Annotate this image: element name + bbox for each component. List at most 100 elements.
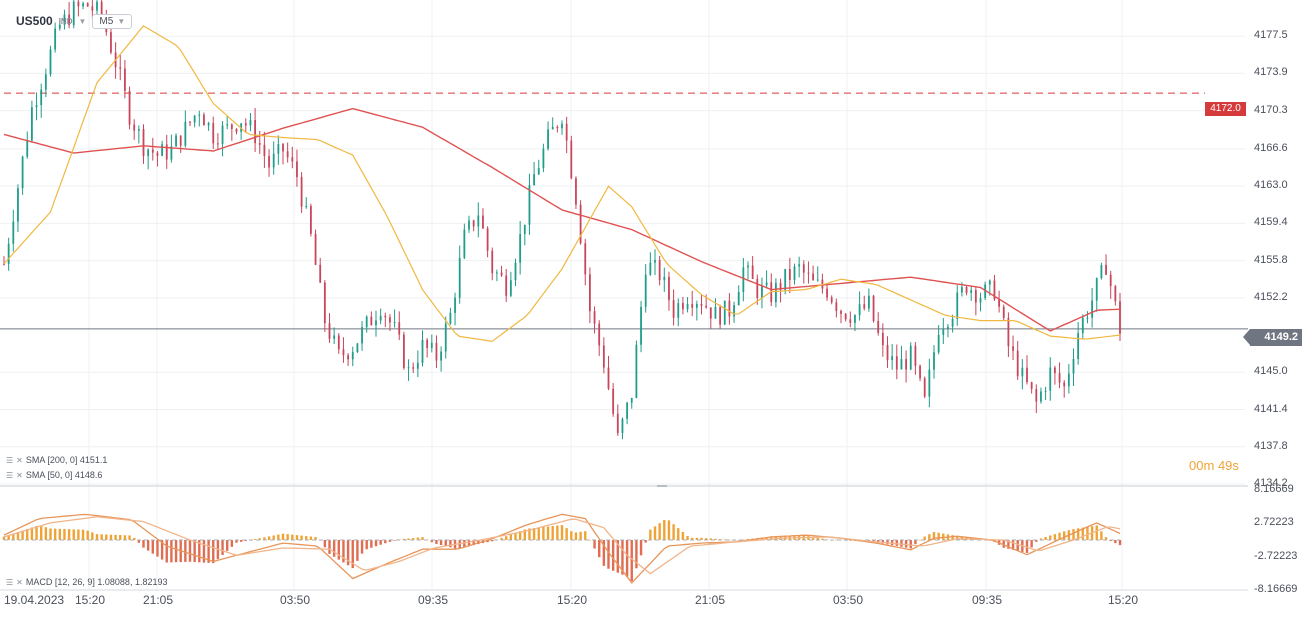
candle-body [119,67,122,69]
price-tick-label: 4173.9 [1254,66,1288,79]
macd-histogram-bar [537,527,540,540]
macd-histogram-bar [449,540,452,548]
current-price-tag: 4149.2 [1243,329,1302,346]
candle-body [328,323,331,339]
candle-body [784,268,787,291]
candle-body [482,215,484,229]
macd-histogram-bar [956,535,959,540]
candle-body [212,123,215,144]
macd-histogram-bar [523,529,526,540]
candle-body [1040,391,1042,402]
macd-histogram-bar [337,540,340,560]
sma50-legend-text: SMA [50, 0] 4148.6 [25,470,103,480]
close-icon[interactable]: ✕ [16,470,23,480]
macd-histogram-bar [1086,526,1089,540]
symbol-dropdown-icon[interactable]: ▼ [78,16,87,26]
candle-body [523,224,526,234]
candle-body [756,278,759,298]
macd-histogram-bar [332,540,336,557]
macd-histogram-bar [444,540,447,547]
macd-histogram-bar [272,535,275,540]
candle-body [286,151,289,158]
candle-body [263,144,266,157]
candle-body [909,345,912,370]
candle-body [668,276,670,301]
macd-histogram-bar [681,532,685,540]
price-tick-label: 4163.0 [1254,179,1288,192]
candle-body [1012,346,1014,351]
macd-histogram-bar [230,540,234,547]
macd-histogram-bar [300,535,303,540]
macd-histogram-bar [63,528,66,540]
candle-body [7,243,10,264]
countdown-seconds: 49 [1217,458,1233,473]
macd-histogram-bar [35,525,38,540]
macd-histogram-bar [370,540,373,548]
candle-body [561,123,563,129]
macd-histogram-bar [1007,540,1010,549]
candle-body [602,345,605,368]
macd-histogram-bar [1104,537,1108,540]
price-tick-label: 4137.8 [1254,439,1288,452]
candle-body [691,304,694,308]
time-tick-label: 21:05 [695,593,726,607]
candle-body [421,339,424,363]
macd-histogram-bar [198,540,201,563]
symbol-label[interactable]: US500 [16,14,53,28]
macd-histogram-bar [923,536,926,540]
macd-histogram-bar [509,534,513,540]
timeframe-selector[interactable]: M5 ▼ [92,13,133,29]
macd-histogram-bar [700,537,703,540]
candle-body [207,123,210,126]
macd-histogram-bar [704,538,708,540]
macd-histogram-bar [267,536,271,540]
macd-histogram-bar [500,537,503,540]
macd-histogram-bar [174,540,178,563]
pane-resize-handle[interactable] [657,485,667,487]
macd-histogram-bar [402,538,406,540]
candle-body [179,135,182,146]
candle-body [282,143,284,152]
level-price-tag[interactable]: 4172.0 [1205,102,1246,116]
macd-histogram-bar [365,540,368,550]
macd-histogram-bar [91,532,94,540]
macd-histogram-bar [951,535,954,540]
macd-histogram-bar [67,529,71,540]
macd-histogram-bar [528,528,531,540]
macd-histogram-bar [16,532,20,540]
candle-body [933,352,935,370]
candle-body [393,322,396,324]
candle-body [812,273,814,281]
settings-icon[interactable]: ☰ [6,455,14,465]
macd-histogram-bar [1053,534,1057,540]
macd-histogram-bar [611,540,615,571]
candle-body [472,220,475,227]
settings-icon[interactable]: ☰ [6,470,14,480]
candle-body [31,107,33,141]
macd-histogram-bar [598,540,601,558]
candle-body [775,282,777,303]
macd-histogram-bar [286,534,289,540]
macd-histogram-bar [546,526,550,540]
macd-histogram-bar [909,540,912,549]
candle-body [547,129,549,149]
candle-body [849,319,852,323]
macd-histogram-bar [816,537,819,540]
macd-histogram-bar [825,539,829,540]
candle-body [277,143,280,154]
macd-histogram-bar [30,527,34,540]
macd-histogram-bar [416,537,420,540]
candle-body [979,298,982,303]
candle-body [193,115,196,123]
macd-histogram-bar [472,540,475,546]
macd-histogram-bar [40,525,43,540]
candle-body [323,282,326,324]
macd-histogram-bar [616,540,619,573]
candle-body [537,168,540,175]
candle-body [258,143,261,145]
close-icon[interactable]: ✕ [16,577,23,587]
settings-icon[interactable]: ☰ [6,577,14,587]
close-icon[interactable]: ✕ [16,455,23,465]
candle-body [900,359,903,370]
